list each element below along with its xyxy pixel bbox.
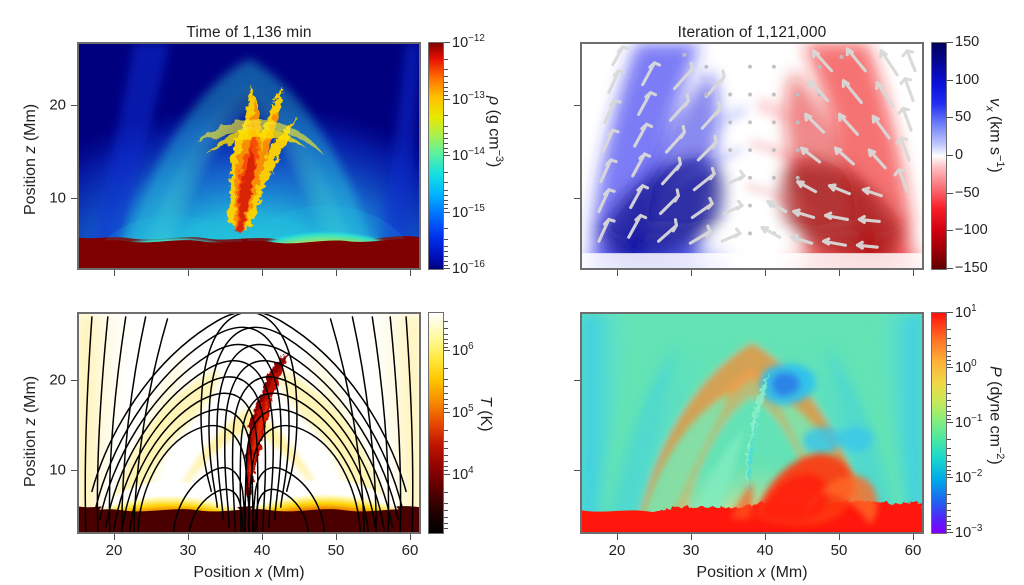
colorbar-velocity-label-4: −50 bbox=[955, 184, 980, 201]
colorbar-density-title: ρ (g cm−3) bbox=[485, 96, 505, 168]
density-y-ticklabel-10: 10 bbox=[49, 189, 66, 207]
colorbar-pressure-label-3: 10−2 bbox=[955, 468, 983, 486]
colorbar-velocity-label-6: −150 bbox=[955, 260, 988, 276]
panel-pressure: 20 30 40 50 60 Position x (Mm) bbox=[512, 292, 1024, 585]
velocity-arrows bbox=[597, 45, 917, 250]
colorbar-velocity-label-3: 0 bbox=[955, 147, 964, 163]
density-y-ticklabel-20: 20 bbox=[49, 96, 66, 114]
colorbar-density-label-3: 10−15 bbox=[452, 202, 485, 221]
temperature-x-ticklabel-20: 20 bbox=[105, 542, 123, 559]
pressure-field-image bbox=[581, 313, 923, 533]
colorbar-velocity-label-2: 50 bbox=[955, 109, 972, 126]
velocity-field-image bbox=[581, 43, 923, 269]
plot-area-velocity bbox=[580, 42, 924, 270]
temperature-x-ticklabel-30: 30 bbox=[179, 542, 197, 559]
colorbar-temperature-label-2: 104 bbox=[452, 465, 474, 483]
temperature-y-axis-title: Position z (Mm) bbox=[22, 375, 39, 487]
panel-temperature: 20 30 40 50 60 10 20 Position z (Mm) Pos… bbox=[0, 292, 512, 585]
colorbar-pressure-label-2: 10−1 bbox=[955, 413, 983, 431]
temperature-x-ticklabel-50: 50 bbox=[327, 542, 345, 559]
temperature-x-axis-title: Position x (Mm) bbox=[193, 564, 305, 581]
colorbar-density-label-1: 10−13 bbox=[452, 89, 485, 108]
colorbar-velocity-label-1: 100 bbox=[955, 71, 980, 88]
plot-area-temperature bbox=[77, 312, 421, 534]
colorbar-temperature-label-0: 106 bbox=[452, 341, 474, 359]
density-y-axis-title: Position z (Mm) bbox=[22, 103, 39, 215]
colorbar-pressure-label-1: 100 bbox=[955, 358, 977, 376]
temperature-x-ticklabel-60: 60 bbox=[401, 542, 419, 559]
colorbar-velocity-label-5: −100 bbox=[955, 222, 988, 239]
magnetic-field-lines bbox=[84, 313, 414, 533]
temperature-x-ticklabel-40: 40 bbox=[253, 542, 271, 559]
pressure-x-ticklabel-60: 60 bbox=[904, 542, 922, 559]
plot-area-density bbox=[77, 42, 421, 270]
panel-velocity-title: Iteration of 1,121,000 bbox=[677, 24, 827, 41]
panel-velocity: Iteration of 1,121,000 bbox=[512, 0, 1024, 292]
colorbar-density bbox=[428, 42, 444, 270]
colorbar-temperature bbox=[428, 312, 444, 534]
pressure-x-ticklabel-30: 30 bbox=[682, 542, 700, 559]
colorbar-density-label-4: 10−16 bbox=[452, 259, 485, 277]
temperature-y-ticklabel-20: 20 bbox=[49, 371, 66, 389]
colorbar-pressure bbox=[931, 312, 947, 534]
density-field-image bbox=[78, 43, 420, 269]
plot-area-pressure bbox=[580, 312, 924, 534]
pressure-x-ticklabel-50: 50 bbox=[830, 542, 848, 559]
temperature-y-ticklabel-10: 10 bbox=[49, 461, 66, 479]
colorbar-pressure-label-0: 101 bbox=[955, 303, 977, 321]
panel-density: Time of 1,136 min bbox=[0, 0, 512, 292]
colorbar-temperature-title: T (K) bbox=[477, 396, 494, 432]
panel-density-title: Time of 1,136 min bbox=[186, 24, 312, 41]
colorbar-velocity bbox=[931, 42, 947, 270]
colorbar-density-label-2: 10−14 bbox=[452, 146, 485, 164]
colorbar-temperature-label-1: 105 bbox=[452, 403, 474, 421]
colorbar-velocity-label-0: 150 bbox=[955, 34, 980, 50]
colorbar-pressure-label-4: 10−3 bbox=[955, 523, 983, 541]
temperature-field-image bbox=[78, 313, 420, 533]
pressure-x-ticklabel-40: 40 bbox=[756, 542, 774, 559]
colorbar-density-label-0: 10−12 bbox=[452, 33, 485, 51]
colorbar-velocity-title: vx (km s−1) bbox=[983, 98, 1006, 173]
pressure-x-ticklabel-20: 20 bbox=[608, 542, 626, 559]
colorbar-pressure-title: P (dyne cm−2) bbox=[986, 366, 1006, 465]
pressure-x-axis-title: Position x (Mm) bbox=[696, 564, 808, 581]
